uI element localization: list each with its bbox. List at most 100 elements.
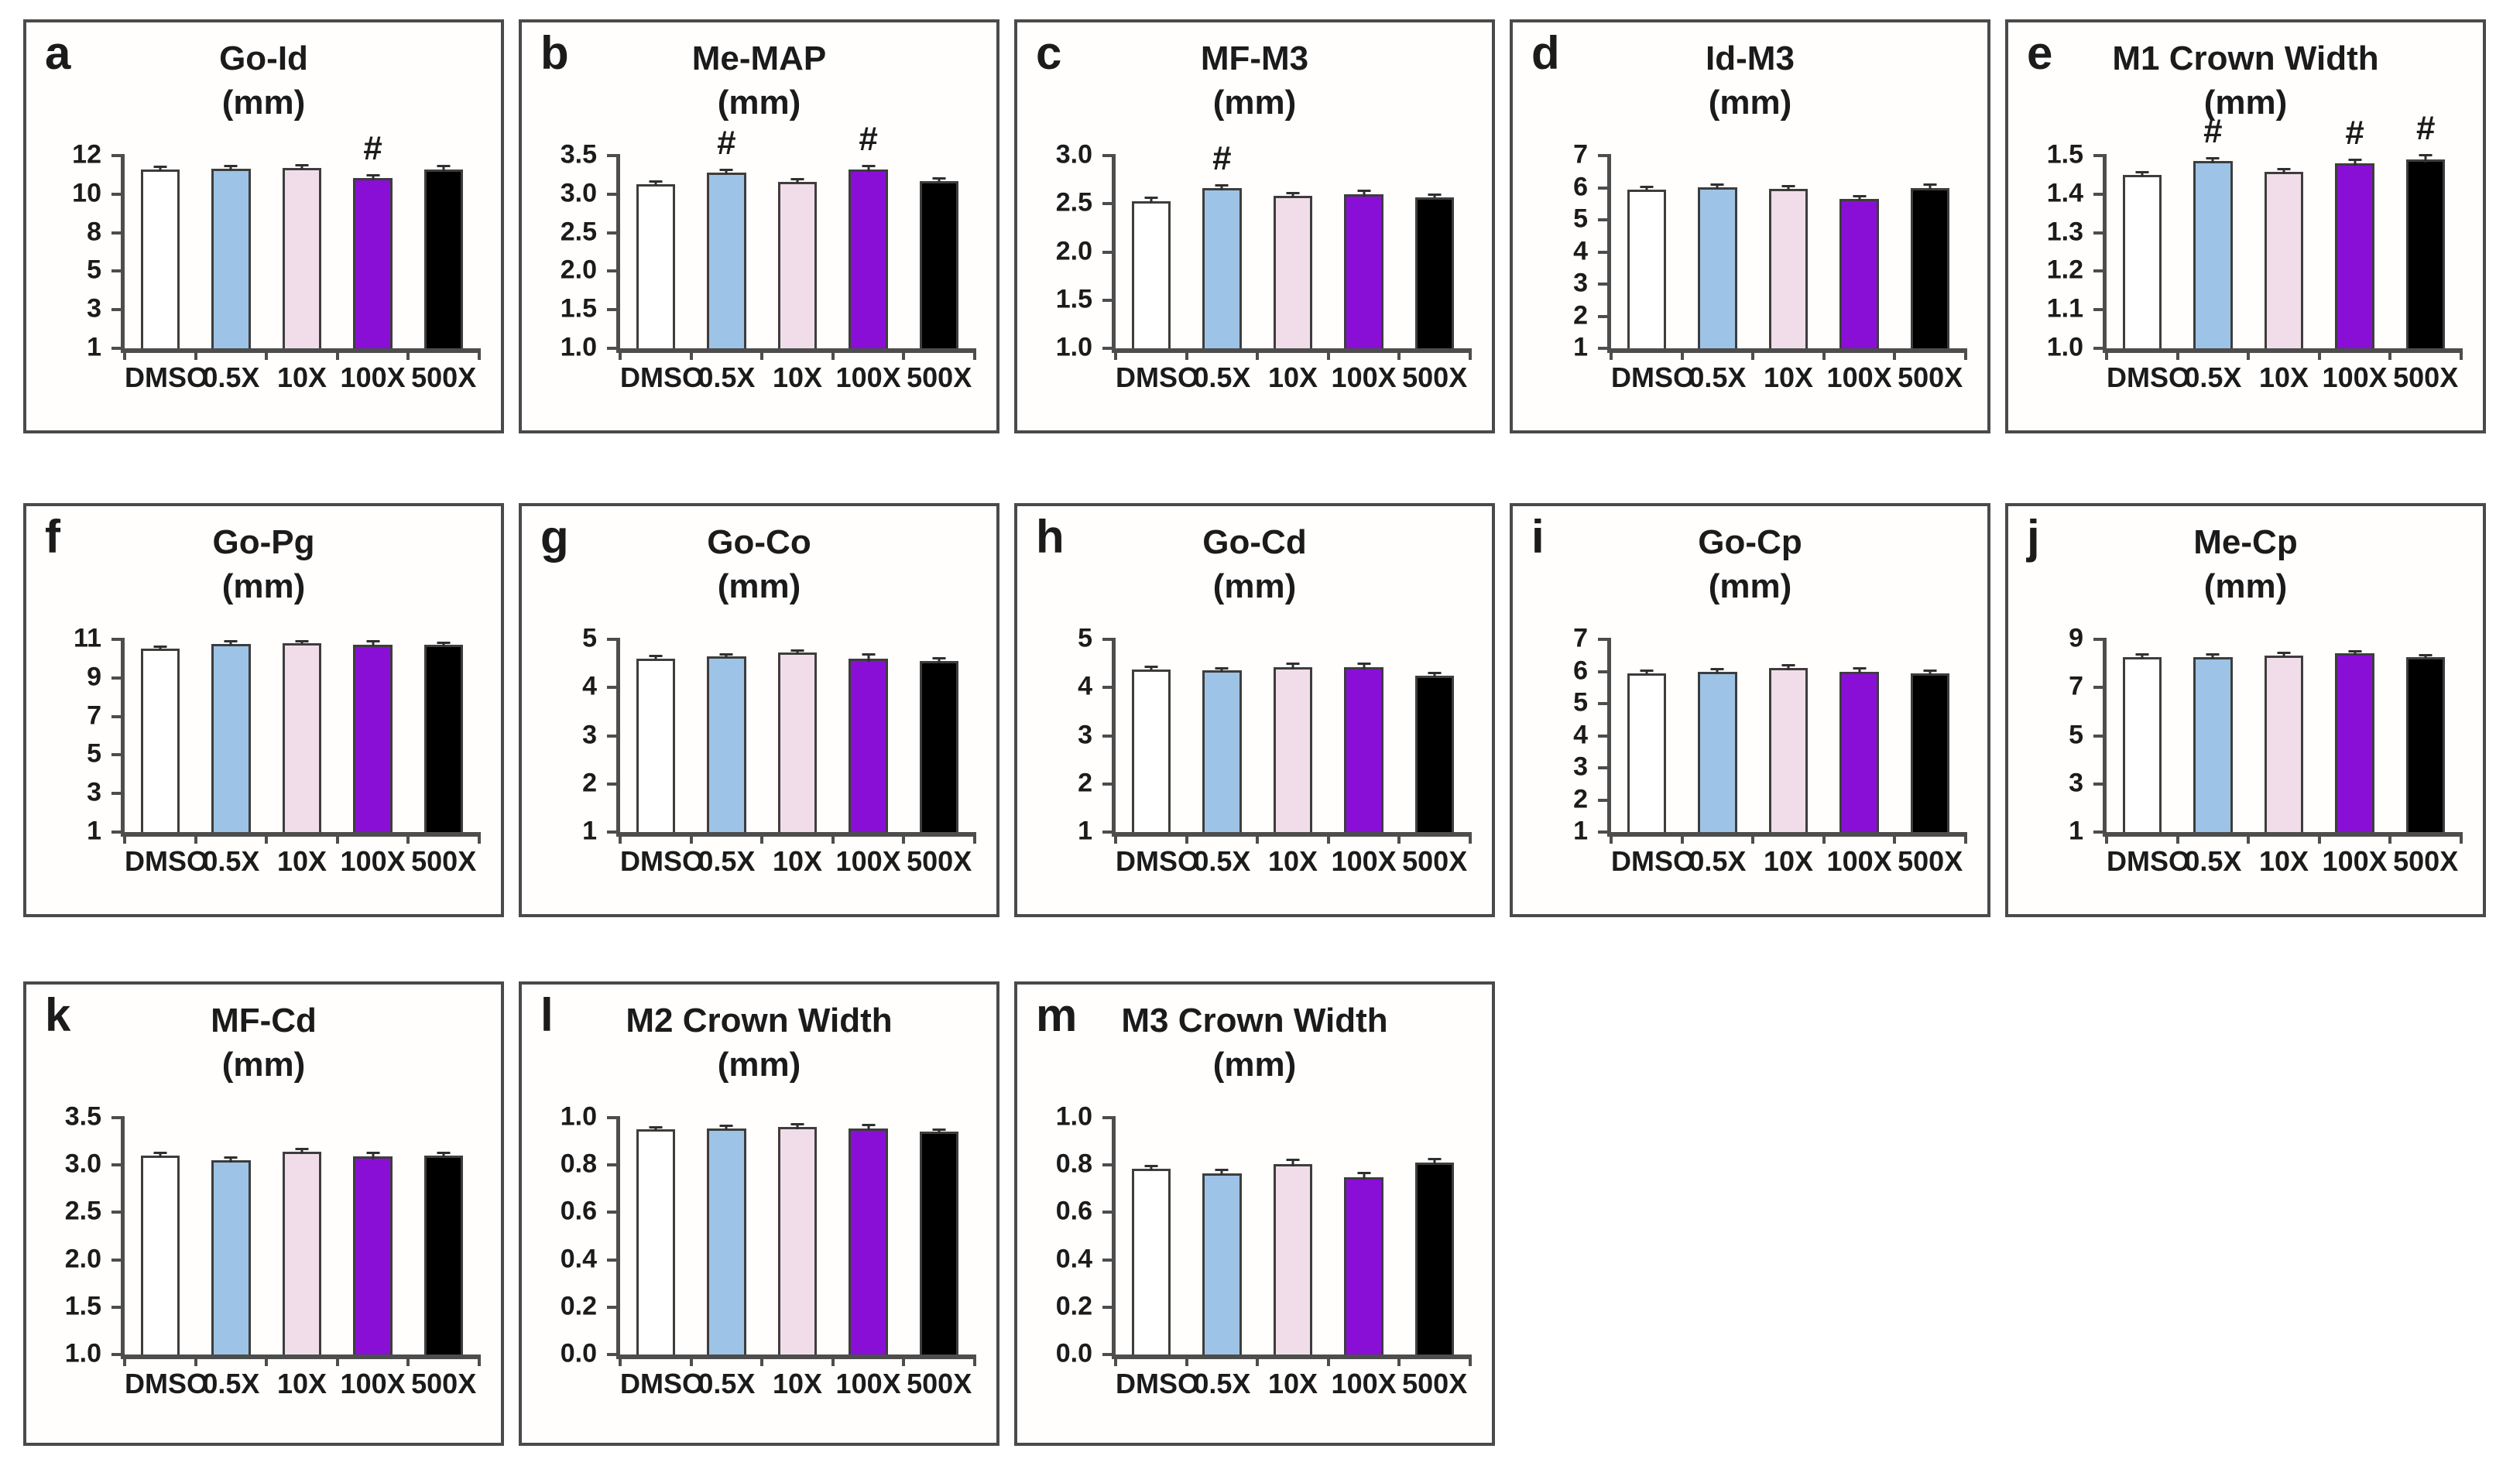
x-axis-tick xyxy=(619,1355,622,1366)
panel-title: MF-M3 (mm) xyxy=(1017,22,1492,125)
panel-title-unit: (mm) xyxy=(1212,1046,1297,1084)
y-axis-tick xyxy=(1102,686,1116,690)
error-bar-cap xyxy=(1215,183,1229,187)
bar-0.5X xyxy=(1698,672,1737,832)
x-axis-category: 0.5X xyxy=(2184,845,2242,877)
error-bar-cap xyxy=(1923,183,1937,187)
x-axis-tick xyxy=(689,348,693,360)
error-bar-cap xyxy=(1781,663,1795,666)
x-axis-category: 10X xyxy=(1763,361,1814,393)
x-axis-category: 500X xyxy=(907,1368,972,1399)
error-bar xyxy=(442,643,445,647)
panel-title-unit: (mm) xyxy=(2203,567,2288,606)
x-axis-tick xyxy=(1893,348,1897,360)
y-axis-tick xyxy=(1598,154,1611,157)
y-axis-label: 1.5 xyxy=(560,293,597,324)
error-bar xyxy=(1858,670,1861,673)
x-axis-tick xyxy=(1397,832,1401,844)
x-axis-tick xyxy=(1185,348,1188,360)
panel-title: MF-Cd (mm) xyxy=(26,985,501,1087)
y-axis-tick xyxy=(111,1163,125,1167)
x-axis-category: DMSO xyxy=(2107,361,2190,393)
y-axis-label: 5 xyxy=(87,255,101,286)
y-axis-label: 1.1 xyxy=(2046,293,2083,324)
y-axis-label: 9 xyxy=(87,662,101,692)
error-bar-cap xyxy=(224,640,238,643)
error-bar xyxy=(938,180,941,183)
error-bar-cap xyxy=(437,641,451,644)
error-bar-cap xyxy=(1357,663,1371,665)
error-bar-cap xyxy=(1144,197,1158,200)
bar-10X xyxy=(1768,188,1809,348)
y-axis-label: 3.0 xyxy=(560,178,597,208)
bar-0.5X xyxy=(211,1160,251,1355)
bar-500X xyxy=(920,661,959,832)
y-axis-label: 5 xyxy=(87,739,101,769)
panel-letter: k xyxy=(45,989,71,1041)
y-axis-tick xyxy=(2093,347,2107,350)
error-bar-cap xyxy=(1710,668,1724,671)
y-axis-tick xyxy=(2093,831,2107,834)
y-axis-label: 1.0 xyxy=(1055,1101,1092,1132)
y-axis-tick xyxy=(607,1258,620,1262)
panel-title: Id-M3 (mm) xyxy=(1513,22,1987,125)
x-axis-category: 10X xyxy=(276,361,327,393)
panel-k: k MF-Cd (mm) 3.5 3.0 2.5 2.0 1.5 1.0 DMSO 0.5X 10X 1… xyxy=(23,981,504,1446)
panel-letter: i xyxy=(1531,511,1545,563)
x-axis-tick xyxy=(1751,348,1755,360)
x-axis-tick xyxy=(1822,348,1826,360)
error-bar-cap xyxy=(862,653,876,656)
panel-title-unit: (mm) xyxy=(1212,84,1297,122)
x-axis-category: 10X xyxy=(772,361,823,393)
x-axis-tick xyxy=(1326,348,1330,360)
bar-500X xyxy=(1911,673,1950,832)
y-axis-label: 7 xyxy=(87,700,101,731)
error-bar xyxy=(159,1153,162,1158)
panel-title-text: Go-Cd xyxy=(1202,523,1307,561)
y-axis-tick xyxy=(1102,638,1116,641)
x-axis-category: 500X xyxy=(1898,845,1963,877)
error-bar xyxy=(1716,185,1719,189)
bar-500X xyxy=(920,180,959,348)
error-bar xyxy=(1787,666,1790,670)
error-bar-cap xyxy=(1286,192,1300,195)
y-axis-tick xyxy=(2093,734,2107,738)
panel-title-unit: (mm) xyxy=(221,567,306,606)
error-bar-cap xyxy=(2277,652,2291,654)
panel-letter: b xyxy=(540,27,569,79)
x-axis-category: 10X xyxy=(1763,845,1814,877)
y-axis-label: 3 xyxy=(87,293,101,324)
bar-100X xyxy=(849,1128,888,1355)
y-axis-tick xyxy=(2093,154,2107,157)
error-bar-cap xyxy=(153,1151,167,1154)
y-axis-tick xyxy=(607,231,620,235)
error-bar xyxy=(1363,1174,1366,1180)
error-bar xyxy=(938,1130,941,1134)
bar-100X xyxy=(1344,667,1383,832)
x-axis-tick xyxy=(1469,348,1472,360)
x-axis-category: 0.5X xyxy=(202,1368,260,1399)
bar-10X xyxy=(282,642,322,832)
x-axis-tick xyxy=(760,1355,764,1366)
bar-DMSO xyxy=(636,1129,675,1355)
bar-0.5X xyxy=(707,656,746,832)
y-axis-label: 4 xyxy=(582,671,597,701)
error-bar-cap xyxy=(366,1151,380,1154)
x-axis-tick xyxy=(194,1355,197,1366)
x-axis-category: 0.5X xyxy=(202,845,260,877)
plot-area: 1.5 1.4 1.3 1.2 1.1 1.0 DMSO #0.5X 10X #100X #500X xyxy=(2047,111,2463,392)
y-axis-label: 2.5 xyxy=(1055,187,1092,217)
bar-0.5X xyxy=(1202,188,1242,348)
x-axis-category: 10X xyxy=(772,1368,823,1399)
x-axis-category: 100X xyxy=(1826,845,1892,877)
y-axis-label: 1.5 xyxy=(64,1291,101,1321)
x-axis-tick xyxy=(1256,348,1260,360)
x-axis-tick xyxy=(335,348,339,360)
x-axis-tick xyxy=(1610,348,1613,360)
y-axis-tick xyxy=(1102,347,1116,350)
panel-title-text: M3 Crown Width xyxy=(1121,1002,1388,1039)
y-axis-label: 3.0 xyxy=(1055,139,1092,170)
x-axis-tick xyxy=(2460,832,2463,844)
x-axis-category: 0.5X xyxy=(698,1368,756,1399)
y-axis-label: 5 xyxy=(1078,623,1092,653)
